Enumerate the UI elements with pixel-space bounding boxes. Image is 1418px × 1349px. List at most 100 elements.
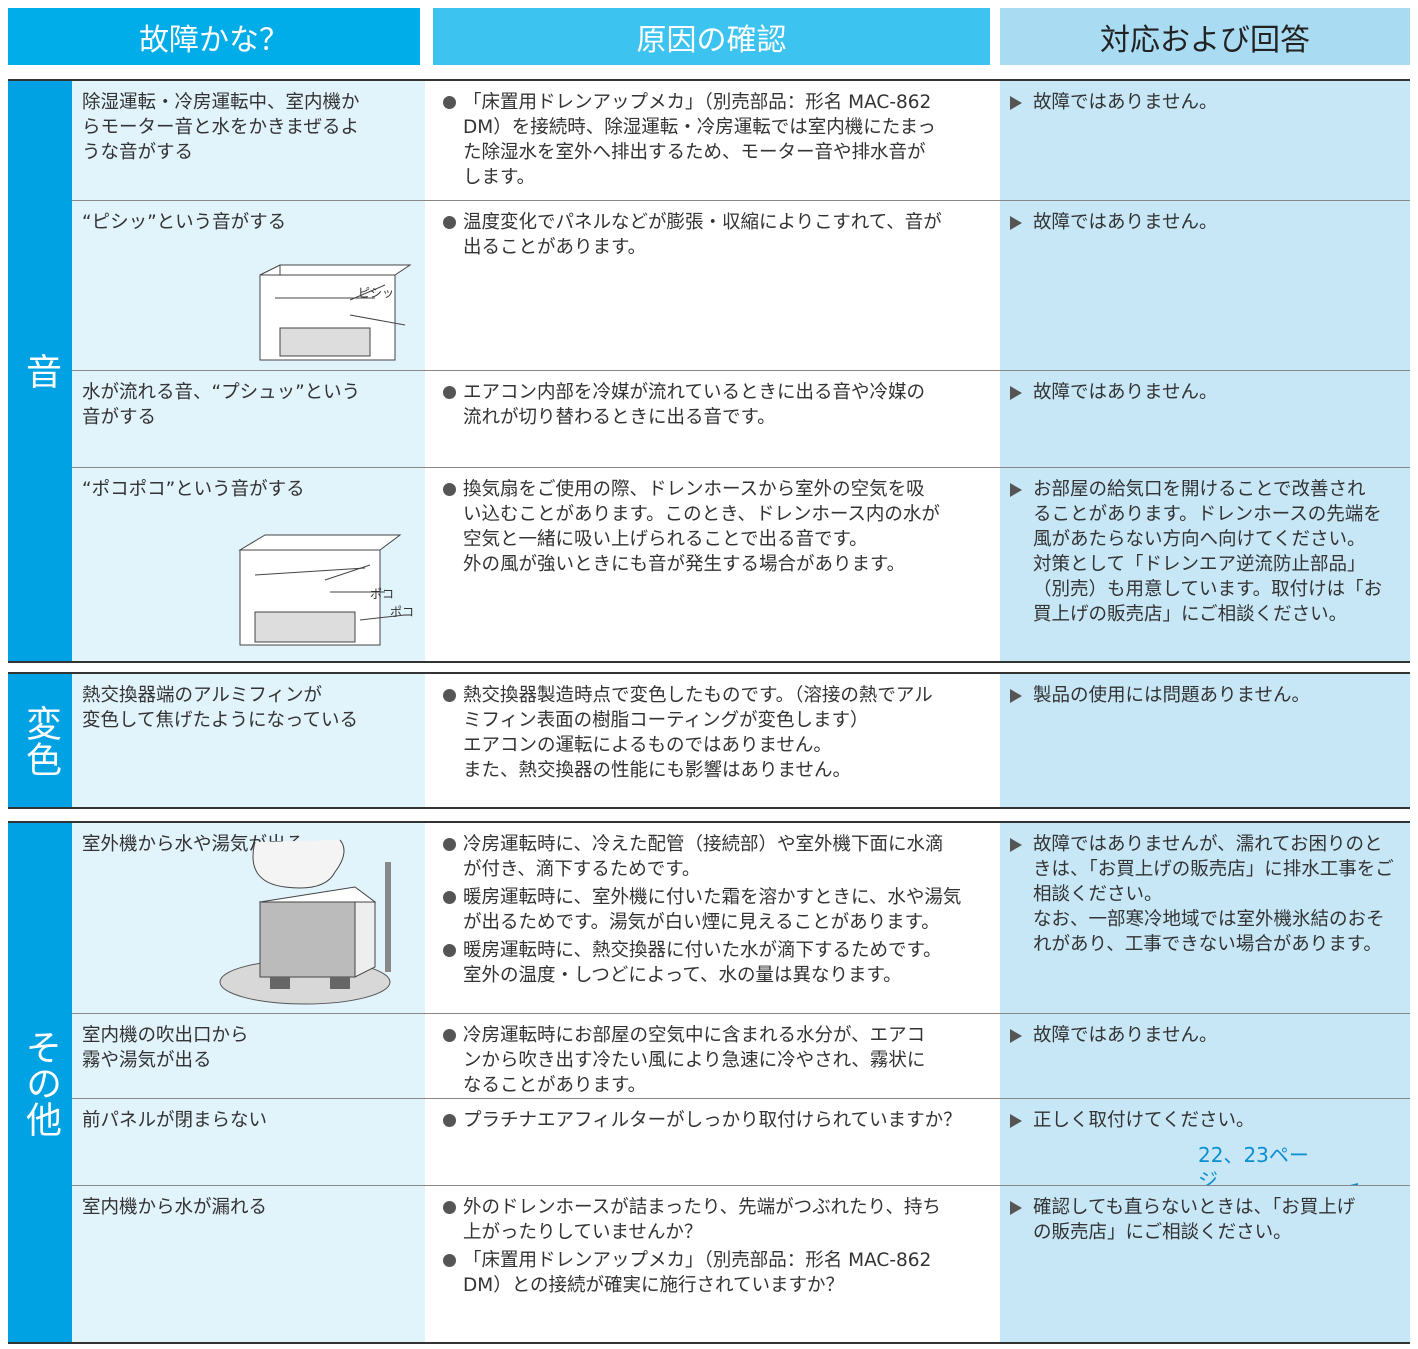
answer-cell: お部屋の給気口を開けることで改善され ることがあります。ドレンホースの先端を 風があ… (1000, 467, 1410, 662)
symptom-text: 音がする (82, 407, 157, 428)
cause-text: が付き、滴下するためです。 (463, 859, 701, 880)
cause-item: プラチナエアフィルターがしっかり取付けられていますか？ (443, 1108, 1000, 1133)
symptom-text: 室外機から水や湯気が出る (82, 834, 305, 855)
cause-item: 温度変化でパネルなどが膨張・収縮によりこすれて、音が 出ることがあります。 (443, 210, 1000, 260)
section-label: 音 (8, 80, 72, 662)
illustration-outdoor-unit (219, 839, 391, 1005)
symptom-text: うな音がする (82, 142, 194, 163)
cause-item: 暖房運転時に、熱交換器に付いた水が滴下するためです。 室外の温度・しつどによって、… (443, 938, 1000, 988)
answer-cell: 故障ではありません。 (1000, 1013, 1410, 1098)
bullet (443, 96, 456, 109)
cause-cell: エアコン内部を冷媒が流れているときに出る音や冷媒の 流れが切り替わるときに出る音で… (425, 370, 1000, 467)
cause-cell: 冷房運転時にお部屋の空気中に含まれる水分が、エアコ ンから吹き出す冷たい風により急… (425, 1013, 1000, 1098)
row-divider (72, 1098, 1410, 1099)
sound-text: ポコ (370, 587, 394, 601)
answer-text: きは、「お買上げの販売店」に排水工事をご (1033, 859, 1394, 880)
arrow (1010, 216, 1022, 230)
bullet (443, 1029, 456, 1042)
symptom-text: “ポコポコ”という音がする (82, 479, 305, 500)
symptom-cell: 水が流れる音、“プシュッ”という 音がする (72, 370, 425, 467)
cause-item: 外のドレンホースが詰まったり、先端がつぶれたり、持ち 上がったりしていませんか？ (443, 1195, 1000, 1245)
symptom-cell: 熱交換器端のアルミフィンが変色して焦げたようになっている (72, 673, 425, 808)
arrow (1010, 1201, 1022, 1215)
answer-text: なお、一部寒冷地域では室外機氷結のおそ (1033, 909, 1385, 930)
symptom-text: “ピシッ”という音がする (82, 212, 287, 233)
cause-item: 冷房運転時に、冷えた配管（接続部）や室外機下面に水滴 が付き、滴下するためです。 (443, 832, 1000, 882)
cause-item: 「床置用ドレンアップメカ」（別売部品：形名 MAC-862 DM）との接続が確実に… (443, 1248, 1000, 1298)
answer-text: 故障ではありません。 (1033, 92, 1218, 113)
bullet (443, 944, 456, 957)
row-divider (72, 467, 1410, 468)
cause-cell: 「床置用ドレンアップメカ」（別売部品：形名 MAC-862 DM）を接続時、除湿運… (425, 80, 1000, 200)
cause-text: エアコンの運転によるものではありません。 (463, 735, 832, 756)
answer-text: 買上げの販売店」にご相談ください。 (1033, 604, 1348, 625)
section-border (8, 1342, 1410, 1344)
cause-text: 「床置用ドレンアップメカ」（別売部品：形名 MAC-862 (463, 1250, 932, 1271)
row-divider (72, 1013, 1410, 1014)
cause-cell: 冷房運転時に、冷えた配管（接続部）や室外機下面に水滴 が付き、滴下するためです。暖… (425, 822, 1000, 1013)
arrow (1010, 483, 1022, 497)
arrow (1010, 838, 1022, 852)
cause-item: 暖房運転時に、室外機に付いた霜を溶かすときに、水や湯気 が出るためです。湯気が白い… (443, 885, 1000, 935)
cause-text: 上がったりしていませんか？ (463, 1222, 703, 1243)
arrow (1010, 1114, 1022, 1128)
section-label: その他 (8, 822, 72, 1343)
answer-cell: 確認しても直らないときは、「お買上げ の販売店」にご相談ください。 (1000, 1185, 1410, 1343)
link-text[interactable]: 22、23ページ (1198, 1143, 1309, 1192)
bullet (443, 216, 456, 229)
symptom-text: らモーター音と水をかきまぜるよ (82, 117, 359, 138)
cause-cell: プラチナエアフィルターがしっかり取付けられていますか？ (425, 1098, 1000, 1185)
cause-text: た除湿水を室外へ排出するため、モーター音や排水音が (463, 142, 926, 163)
row-divider (72, 200, 1410, 201)
sound-text: ポコ (390, 605, 414, 619)
answer-text: れがあり、工事できない場合があります。 (1033, 934, 1382, 955)
cause-text: 流れが切り替わるときに出る音です。 (463, 407, 776, 428)
cause-text: プラチナエアフィルターがしっかり取付けられていますか？ (463, 1110, 962, 1131)
bullet (443, 1201, 456, 1214)
column-header: 原因の確認 (433, 8, 990, 65)
cause-text: DM）を接続時、除湿運転・冷房運転では室内機にたまっ (463, 117, 936, 138)
cause-text: 「床置用ドレンアップメカ」（別売部品：形名 MAC-862 (463, 92, 932, 113)
answer-text: 風があたらない方向へ向けてください。 (1033, 529, 1366, 550)
answer-text: 故障ではありません。 (1033, 1025, 1218, 1046)
section-border (8, 79, 1410, 81)
cause-text: ンから吹き出す冷たい風により急速に冷やされ、霧状に (463, 1050, 926, 1071)
cause-cell: 熱交換器製造時点で変色したものです。（溶接の熱でアル ミフィン表面の樹脂コーティン… (425, 673, 1000, 808)
answer-text: 相談ください。 (1033, 884, 1163, 905)
bullet (443, 1114, 456, 1127)
sound-text: ピシッ (358, 286, 394, 300)
cause-cell: 温度変化でパネルなどが膨張・収縮によりこすれて、音が 出ることがあります。 (425, 200, 1000, 370)
symptom-text: 変色して焦げたようになっている (82, 710, 359, 731)
answer-text: 故障ではありませんが、濡れてお困りのと (1033, 834, 1383, 855)
answer-cell: 故障ではありません。 (1000, 200, 1410, 370)
answer-text: 正しく取付けてください。 (1033, 1110, 1255, 1131)
symptom-cell: 室内機から水が漏れる (72, 1185, 425, 1343)
cause-text: 空気と一緒に吸い上げられることで出る音です。 (463, 529, 868, 550)
cause-text: 暖房運転時に、室外機に付いた霜を溶かすときに、水や湯気 (463, 887, 962, 908)
cause-text: なることがあります。 (463, 1075, 647, 1096)
cause-item: 「床置用ドレンアップメカ」（別売部品：形名 MAC-862 DM）を接続時、除湿運… (443, 90, 1000, 190)
symptom-text: 熱交換器端のアルミフィンが (82, 685, 322, 706)
cause-text: エアコン内部を冷媒が流れているときに出る音や冷媒の (463, 382, 925, 403)
cause-text: 出ることがあります。 (463, 237, 647, 258)
symptom-text: 室内機の吹出口から (82, 1025, 249, 1046)
section-label: 変色 (8, 673, 72, 808)
arrow (1010, 96, 1022, 110)
symptom-text: 前パネルが閉まらない (82, 1110, 268, 1131)
symptom-text: 水が流れる音、“プシュッ”という (82, 382, 361, 403)
arrow (1010, 689, 1022, 703)
cause-text: します。 (463, 167, 536, 188)
cause-text: 冷房運転時にお部屋の空気中に含まれる水分が、エアコ (463, 1025, 926, 1046)
answer-cell: 製品の使用には問題ありません。 (1000, 673, 1410, 808)
answer-text: お部屋の給気口を開けることで改善され (1033, 479, 1366, 500)
bullet (443, 689, 456, 702)
cause-text: 室外の温度・しつどによって、水の量は異なります。 (463, 965, 902, 986)
bullet (443, 891, 456, 904)
cause-item: エアコン内部を冷媒が流れているときに出る音や冷媒の 流れが切り替わるときに出る音で… (443, 380, 1000, 430)
cause-text: が出るためです。湯気が白い煙に見えることがあります。 (463, 912, 940, 933)
symptom-cell: 室内機の吹出口から 霧や湯気が出る (72, 1013, 425, 1098)
answer-cell: 故障ではありません。 (1000, 370, 1410, 467)
section-border (8, 821, 1410, 823)
cause-item: 換気扇をご使用の際、ドレンホースから室外の空気を吸 い込むことがあります。このとき… (443, 477, 1000, 577)
answer-text: 製品の使用には問題ありません。 (1033, 685, 1310, 706)
